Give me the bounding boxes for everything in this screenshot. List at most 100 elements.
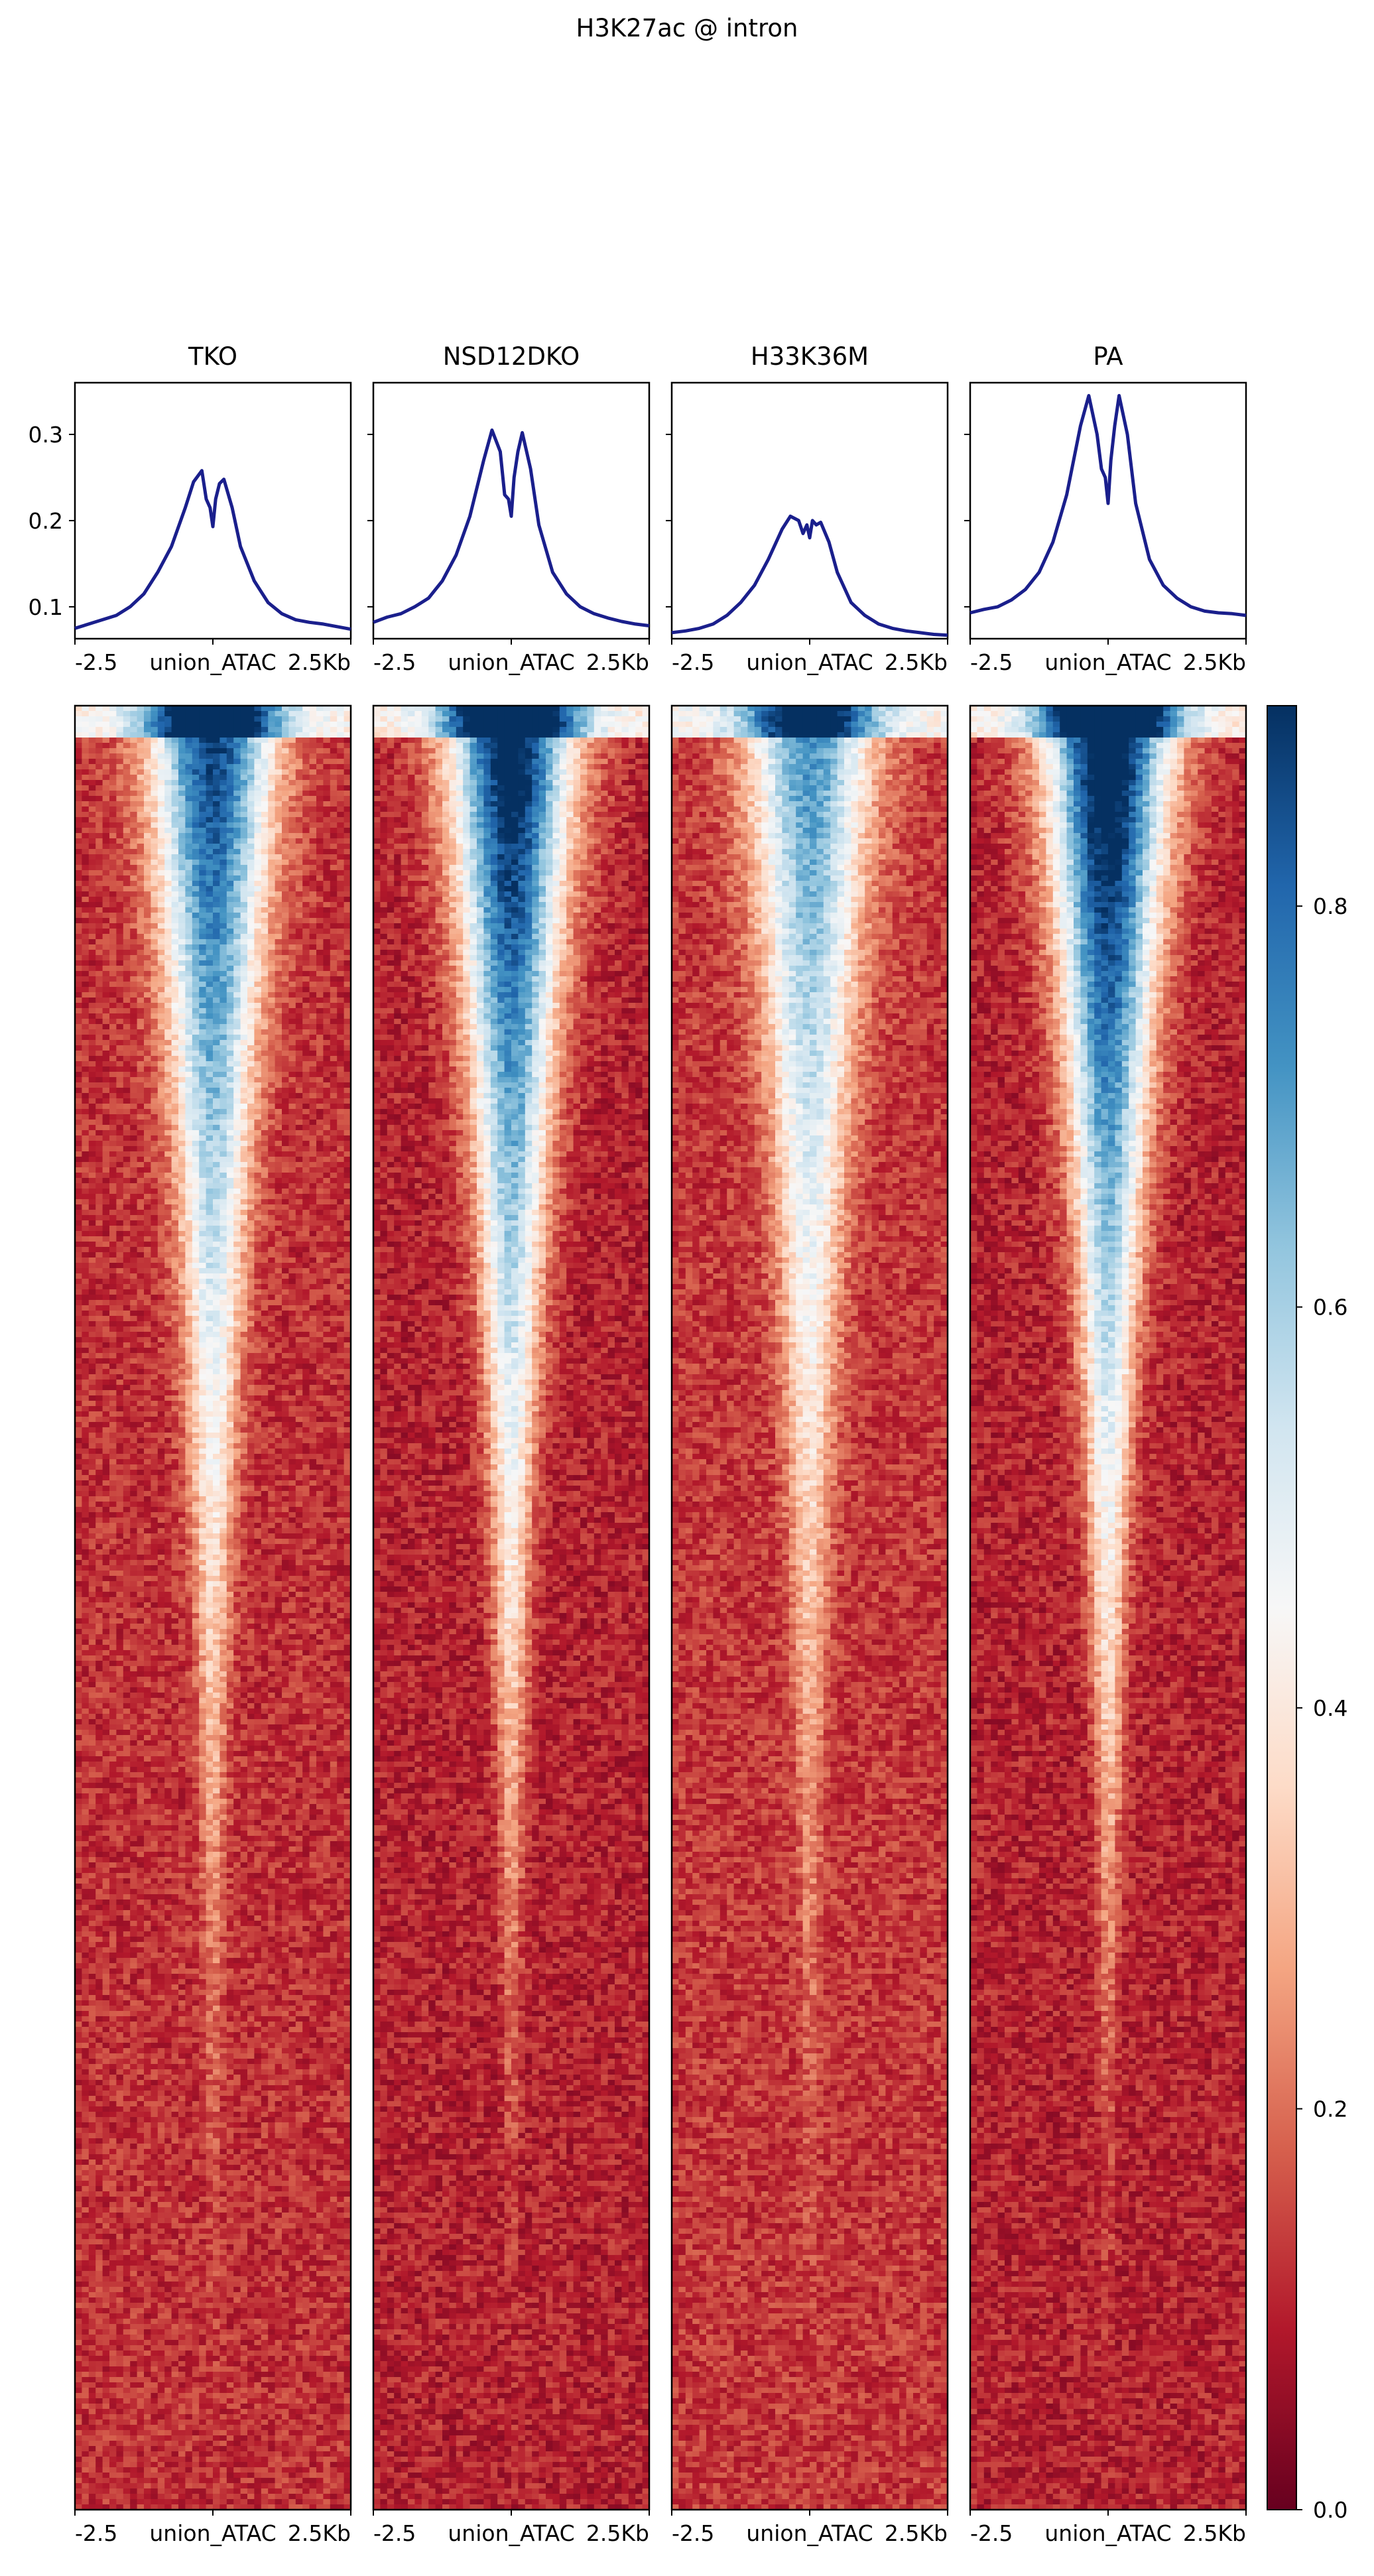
heatmap-cell	[219, 966, 227, 972]
heatmap-cell	[241, 796, 248, 802]
heatmap-cell	[130, 775, 137, 781]
heatmap-cell	[296, 711, 303, 717]
heatmap-cell	[219, 833, 227, 839]
heatmap-cell	[227, 998, 234, 1003]
heatmap-cell	[192, 966, 200, 972]
heatmap-cell	[199, 944, 206, 950]
heatmap-cell	[123, 738, 131, 743]
heatmap-cell	[213, 817, 220, 823]
heatmap-cell	[151, 716, 158, 722]
heatmap-cell	[330, 716, 338, 722]
heatmap-cell	[254, 764, 261, 770]
heatmap-cell	[288, 976, 296, 982]
heatmap-cell	[254, 897, 261, 903]
heatmap-cell	[323, 759, 330, 765]
heatmap-cell	[288, 881, 296, 887]
heatmap-cell	[241, 944, 248, 950]
heatmap-cell	[254, 738, 261, 743]
heatmap-cell	[227, 960, 234, 966]
heatmap-cell	[282, 1003, 289, 1009]
heatmap-cell	[82, 780, 89, 786]
heatmap-cell	[144, 865, 151, 871]
heatmap-cell	[275, 753, 282, 759]
heatmap-cell	[310, 738, 317, 743]
heatmap-cell	[164, 923, 172, 929]
heatmap-cell	[82, 822, 89, 828]
heatmap-cell	[275, 764, 282, 770]
heatmap-cell	[268, 976, 275, 982]
heatmap-cell	[192, 886, 200, 892]
heatmap-cell	[254, 955, 261, 961]
heatmap-cell	[288, 716, 296, 722]
heatmap-cell	[213, 711, 220, 717]
heatmap-cell	[227, 775, 234, 781]
heatmap-cell	[158, 870, 165, 876]
heatmap-cell	[337, 838, 344, 844]
heatmap-cell	[178, 828, 186, 834]
heatmap-cell	[282, 881, 289, 887]
heatmap-cell	[172, 992, 179, 998]
heatmap-cell	[337, 886, 344, 892]
heatmap-cell	[233, 711, 241, 717]
heatmap-cell	[288, 791, 296, 797]
heatmap-cell	[282, 907, 289, 913]
heatmap-cell	[89, 775, 96, 781]
heatmap-cell	[275, 822, 282, 828]
heatmap-cell	[151, 727, 158, 733]
heatmap-cell	[158, 785, 165, 791]
heatmap-cell	[192, 854, 200, 860]
heatmap-cell	[302, 913, 310, 919]
heatmap-cell	[151, 960, 158, 966]
heatmap-cell	[261, 982, 269, 988]
heatmap-cell	[116, 971, 123, 977]
heatmap-cell	[310, 1008, 317, 1014]
heatmap-cell	[185, 753, 192, 759]
heatmap-cell	[219, 838, 227, 844]
heatmap-cell	[330, 738, 338, 743]
heatmap-cell	[116, 886, 123, 892]
heatmap-cell	[282, 955, 289, 961]
heatmap-cell	[233, 923, 241, 929]
heatmap-cell	[151, 950, 158, 956]
heatmap-cell	[213, 913, 220, 919]
heatmap-cell	[116, 743, 123, 749]
heatmap-cell	[261, 791, 269, 797]
heatmap-cell	[123, 976, 131, 982]
heatmap-cell	[302, 748, 310, 754]
heatmap-cell	[172, 913, 179, 919]
heatmap-cell	[192, 759, 200, 765]
heatmap-cell	[247, 944, 255, 950]
heatmap-cell	[178, 753, 186, 759]
heatmap-cell	[247, 886, 255, 892]
heatmap-cell	[213, 759, 220, 765]
heatmap-cell	[199, 806, 206, 812]
heatmap-cell	[192, 764, 200, 770]
heatmap-cell	[144, 844, 151, 850]
heatmap-cell	[172, 886, 179, 892]
heatmap-cell	[172, 865, 179, 871]
heatmap-cell	[172, 998, 179, 1003]
heatmap-cell	[109, 722, 117, 728]
heatmap-cell	[247, 706, 255, 712]
heatmap-cell	[172, 907, 179, 913]
heatmap-cell	[330, 865, 338, 871]
heatmap-cell	[151, 992, 158, 998]
heatmap-cell	[103, 934, 110, 940]
heatmap-cell	[137, 716, 145, 722]
heatmap-cell	[247, 854, 255, 860]
heatmap-cell	[137, 860, 145, 866]
heatmap-cell	[241, 939, 248, 945]
heatmap-cell	[164, 891, 172, 897]
heatmap-cell	[206, 934, 214, 940]
heatmap-cell	[158, 706, 165, 712]
heatmap-cell	[178, 934, 186, 940]
heatmap-cell	[233, 780, 241, 786]
heatmap-cell	[178, 727, 186, 733]
heatmap-cell	[227, 706, 234, 712]
heatmap-cell	[296, 775, 303, 781]
heatmap-cell	[103, 722, 110, 728]
heatmap-cell	[144, 817, 151, 823]
heatmap-cell	[310, 775, 317, 781]
heatmap-cell	[247, 838, 255, 844]
heatmap-cell	[337, 923, 344, 929]
